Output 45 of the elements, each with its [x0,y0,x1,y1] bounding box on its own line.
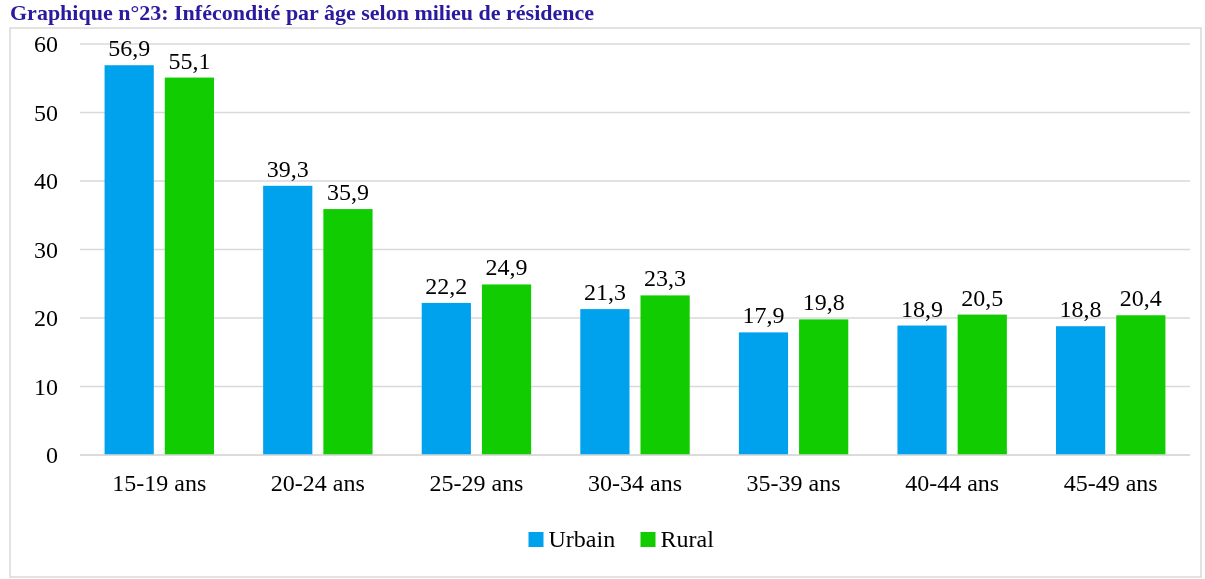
bar [263,185,313,455]
y-tick-label: 10 [34,373,58,400]
data-label: 56,9 [108,35,151,62]
bar [1056,326,1106,455]
y-tick-label: 50 [34,99,58,126]
data-label: 18,9 [901,295,944,322]
y-tick-label: 20 [34,305,58,332]
y-tick-label: 60 [34,31,58,58]
x-tick-label: 40-44 ans [905,470,1000,496]
legend-label: Urbain [548,526,616,552]
x-tick-label: 20-24 ans [270,470,365,496]
data-label: 55,1 [168,47,211,74]
y-tick-label: 40 [34,168,58,195]
data-label: 20,5 [961,284,1004,311]
bar [957,314,1007,455]
bar [421,302,471,455]
bar [580,309,630,455]
y-tick-label: 0 [46,442,58,469]
bar [164,77,214,455]
bar [104,65,154,455]
data-label: 17,9 [742,302,785,329]
data-label: 35,9 [326,179,369,206]
data-label: 18,8 [1059,296,1102,323]
bar [1116,315,1166,455]
chart-title: Graphique n°23: Infécondité par âge selon milieu de résidence [10,0,595,25]
bar [323,209,373,455]
data-label: 19,8 [802,289,845,316]
x-tick-label: 30-34 ans [588,470,682,496]
x-tick-label: 45-49 ans [1063,470,1158,496]
bar [738,332,789,455]
data-label: 39,3 [266,155,309,182]
bar [481,284,532,455]
data-label: 22,2 [425,272,468,299]
data-label: 23,3 [644,265,687,292]
bar [897,325,947,455]
x-tick-label: 15-19 ans [112,470,207,496]
data-label: 24,9 [485,254,528,281]
bar [640,295,690,455]
legend-label: Rural [660,526,715,552]
data-label: 21,3 [583,279,626,306]
bar [799,319,849,455]
x-tick-label: 25-29 ans [429,470,524,496]
x-tick-label: 35-39 ans [746,470,841,496]
data-label: 20,4 [1119,285,1162,312]
y-tick-label: 30 [34,236,58,263]
